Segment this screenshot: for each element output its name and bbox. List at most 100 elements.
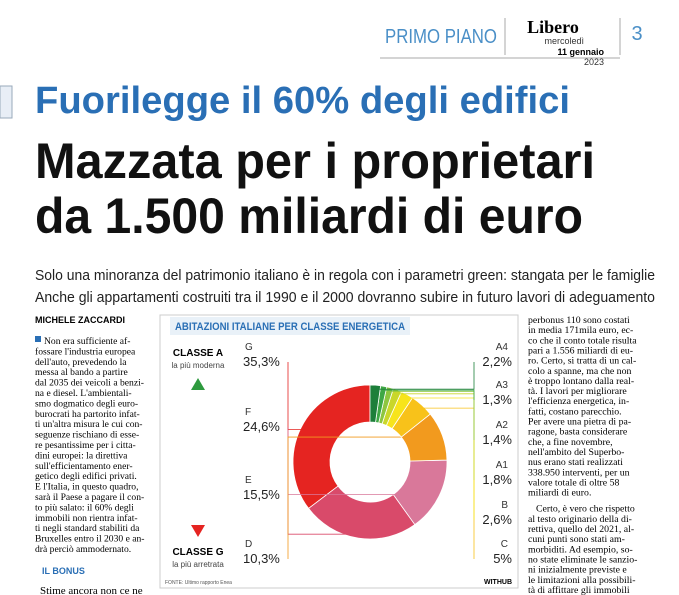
leader-line xyxy=(287,436,439,559)
value-label: 10,3% xyxy=(243,551,280,566)
body-text: re pesantissime per i citta- xyxy=(35,440,136,451)
headline: da 1.500 miliardi di euro xyxy=(35,188,583,244)
body-text: no state eliminate le sanzio- xyxy=(528,554,637,565)
value-label: 15,5% xyxy=(243,487,280,502)
body-text: è troppo lontano dalla real- xyxy=(528,376,634,387)
body-text: immobili non rientra infat- xyxy=(35,513,138,524)
subheadline: Anche gli appartamenti costruiti tra il … xyxy=(35,289,655,306)
body-text: messa al bando a partire xyxy=(35,367,128,378)
category-label: A4 xyxy=(496,342,509,353)
chart-title-bg xyxy=(170,317,410,335)
body-text: colo a spanne, ma che non xyxy=(528,366,631,377)
donut-segment xyxy=(308,485,416,540)
body-text: Non era sufficiente af- xyxy=(44,336,130,347)
date: 11 gennaio xyxy=(557,47,604,57)
donut-segment xyxy=(292,384,371,509)
body-text: miliardi di euro. xyxy=(528,488,591,499)
body-text: ni inizialmente previste e xyxy=(528,565,627,576)
body-text: co che il conto totale risulta xyxy=(528,335,637,346)
category-label: A1 xyxy=(496,460,509,471)
body-text: Bruxelles entro il 2030 e an- xyxy=(35,534,145,545)
side-strip xyxy=(0,85,13,119)
body-text: fatti, costano parecchio. xyxy=(528,406,622,417)
body-text: ragone, basta considerare xyxy=(528,427,628,438)
body-text: to più salato: il 60% degli xyxy=(35,502,134,513)
body-text: perbonus 110 sono costati xyxy=(528,315,630,326)
section: PRIMO PIANO xyxy=(385,26,497,48)
body-text: che, a fine novembre, xyxy=(528,437,613,448)
body-text: drà perciò ammodernato. xyxy=(35,544,131,555)
author: MICHELE ZACCARDI xyxy=(35,315,125,325)
body-text: tà. I lavori per migliorare xyxy=(528,386,627,397)
body-text: valore totale di oltre 58 xyxy=(528,477,620,488)
scale-note: la più arretrata xyxy=(172,560,224,569)
weekday: mercoledì xyxy=(544,36,584,46)
category-label: F xyxy=(245,407,251,418)
body-text: dini europei: la direttiva xyxy=(35,450,128,461)
donut-segment xyxy=(369,384,382,423)
logo: Libero xyxy=(527,17,579,37)
body-text: getico degli edifici privati. xyxy=(35,471,137,482)
scale-label: CLASSE G xyxy=(172,547,223,558)
scale-note: la più moderna xyxy=(172,361,225,370)
value-label: 35,3% xyxy=(243,354,280,369)
body-text: smo dogmatico degli euro- xyxy=(35,398,138,409)
body-text: Certo, è vero che rispetto xyxy=(536,504,635,515)
donut-chart: G35,3% F24,6% E15,5% D10,3% C5% B2,6% A11,8% A2… xyxy=(243,342,512,566)
value-label: 2,6% xyxy=(482,512,512,527)
category-label: G xyxy=(245,342,253,353)
drop-square xyxy=(35,336,41,342)
kicker: Fuorilegge il 60% degli edifici xyxy=(35,80,570,122)
body-text: cuni punti sono stati am- xyxy=(528,534,625,545)
body-text: E l'Italia, in questo quadro, xyxy=(35,482,139,493)
body-text: sull'efficientamento ener- xyxy=(35,461,133,472)
body-text: morbiditi. Ad esempio, so- xyxy=(528,544,633,555)
category-label: D xyxy=(245,539,252,550)
body-text: fossare l'industria europea xyxy=(35,346,136,357)
credit: WITHUB xyxy=(484,579,512,586)
source: FONTE: Ultimo rapporto Enea xyxy=(165,580,232,586)
value-label: 24,6% xyxy=(243,419,280,434)
body-text: rettiva, quello del 2021, al- xyxy=(528,524,634,535)
body-text: ro. Certo, si tratta di un cal- xyxy=(528,356,636,367)
headline: Mazzata per i proprietari xyxy=(35,133,595,189)
body-text: na e diesel. L'ambientali- xyxy=(35,388,132,399)
body-text: ti un'altra misura le cui con- xyxy=(35,419,143,430)
scale-label: CLASSE A xyxy=(173,348,223,359)
body-text: Per avere una pietra di pa- xyxy=(528,417,631,428)
body-text: Stime ancora non ce ne xyxy=(40,585,143,595)
value-label: 1,3% xyxy=(482,392,512,407)
category-label: A2 xyxy=(496,420,509,431)
body-text: in media 171mila euro, ec- xyxy=(528,325,633,336)
body-text: sarà il Paese a pagare il con- xyxy=(35,492,144,503)
body-text: tà di affittare gli immobili xyxy=(528,585,630,595)
value-label: 2,2% xyxy=(482,354,512,369)
body-text: nus erano stati realizzati xyxy=(528,457,623,468)
arrow-head xyxy=(191,378,205,390)
category-label: C xyxy=(501,539,508,550)
body-text: al testo originario della di- xyxy=(528,514,632,525)
body-text: dell'auto, prevedendo la xyxy=(35,357,127,368)
chart-box xyxy=(159,314,519,589)
body-text: ti negli standard stabiliti da xyxy=(35,523,140,534)
body-text: dal 2035 dei veicoli a benzi- xyxy=(35,378,144,389)
body-text: 338.950 interventi, per un xyxy=(528,467,630,478)
body-text: l'efficienza energetica, in- xyxy=(528,396,629,407)
value-label: 1,4% xyxy=(482,432,512,447)
leader-line xyxy=(383,389,475,400)
year: 2023 xyxy=(584,57,604,67)
body-text: pari a 1.556 miliardi di eu- xyxy=(528,345,633,356)
category-label: A3 xyxy=(496,380,509,391)
value-label: 1,8% xyxy=(482,472,512,487)
chart-title: ABITAZIONI ITALIANE PER CLASSE ENERGETIC… xyxy=(175,321,405,333)
category-label: E xyxy=(245,475,252,486)
page-number: 3 xyxy=(631,23,642,45)
category-label: B xyxy=(501,500,508,511)
body-text: seguenze rischiano di esse- xyxy=(35,430,139,441)
body-text: nell'ambito del Superbo- xyxy=(528,447,624,458)
article-body: Non era sufficiente af-fossare l'industr… xyxy=(35,315,637,595)
value-label: 5% xyxy=(493,551,512,566)
body-text: burocrati ha partorito infat- xyxy=(35,409,140,420)
subheadline: Solo una minoranza del patrimonio italia… xyxy=(35,267,655,284)
